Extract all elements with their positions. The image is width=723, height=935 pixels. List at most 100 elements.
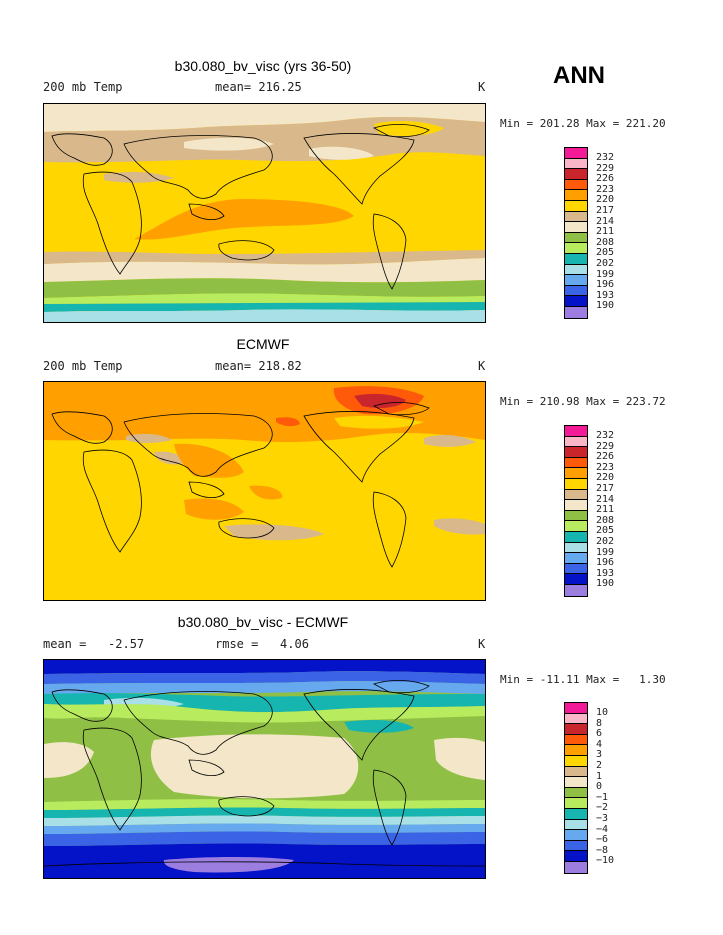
panel3-colorbar-swatch: [565, 787, 587, 799]
panel1-tick: 229: [596, 162, 615, 174]
panel3-colorbar-swatch: [565, 840, 587, 852]
panel1-colorbar-ticks: 232 229 226 223 220 217 214 211 208 205 …: [596, 153, 636, 323]
panel3-tick: 3: [596, 749, 603, 761]
panel1-tick: 190: [596, 300, 615, 312]
panel1-tick: 226: [596, 173, 615, 185]
panel3-tick: −6: [596, 834, 609, 846]
p2-coastlines: [51, 402, 430, 568]
panel1-colorbar-swatch: [565, 158, 587, 170]
panel3-colorbar-swatch: [565, 766, 587, 778]
p3-coastlines: [44, 680, 485, 867]
panel1-colorbar-swatch: [565, 232, 587, 244]
panel2-colorbar-swatch: [565, 531, 587, 543]
panel3-tick: 1: [596, 770, 603, 782]
p1-south-green: [44, 278, 485, 298]
panel1-map: [43, 103, 486, 323]
panel1-colorbar-swatch: [565, 222, 587, 233]
panel1-colorbar-swatch: [565, 275, 587, 286]
panel1-colorbar-swatch: [565, 148, 587, 159]
panel1-colorbar-swatch: [565, 264, 587, 276]
p1-south-teal: [44, 302, 485, 312]
panel1-tick: 205: [596, 247, 615, 259]
panel2-tick: 202: [596, 536, 615, 547]
panel2-colorbar-swatch: [565, 563, 587, 575]
panel3-tick: −10: [596, 855, 615, 867]
panel1-tick: 193: [596, 289, 615, 301]
panel1-colorbar-swatch: [565, 306, 587, 318]
p3-south-lightblue: [44, 815, 485, 826]
p3-cream-west: [44, 742, 94, 778]
p1-north-cap: [44, 104, 485, 132]
panel2-colorbar-swatch: [565, 468, 587, 479]
p2-tropic-orange: [174, 443, 244, 478]
panel1-tick: 196: [596, 279, 615, 291]
panel2-colorbar-swatch: [565, 553, 587, 564]
panel2-tick: 208: [596, 514, 615, 526]
panel2-colorbar-swatch: [565, 447, 587, 458]
p2-tan-c: [424, 435, 476, 447]
panel3-colorbar: [564, 702, 588, 874]
panel2-colorbar-swatch: [565, 542, 587, 554]
panel3-colorbar-swatch: [565, 851, 587, 862]
panel3-map: [43, 659, 486, 879]
panel1-tick: 232: [596, 152, 615, 163]
p1-south-cream: [44, 258, 485, 283]
panel2-tick: 196: [596, 557, 615, 569]
p2-tan-b: [154, 451, 183, 465]
panel2-tick: 220: [596, 472, 615, 484]
panel1-title: b30.080_bv_visc (yrs 36-50): [174, 58, 352, 74]
panel1-colorbar-swatch: [565, 253, 587, 265]
panel1-unit-label: K: [478, 80, 486, 94]
panel1-colorbar-swatch: [565, 179, 587, 191]
panel3-tick: −8: [596, 844, 609, 856]
panel3-unit-label: K: [478, 637, 486, 651]
p3-south-teal: [44, 807, 485, 818]
panel3-colorbar-swatch: [565, 777, 587, 788]
p2-north-orange: [44, 382, 485, 443]
panel2-colorbar-swatch: [565, 489, 587, 501]
panel2-tick: 229: [596, 440, 615, 452]
panel2-colorbar-swatch: [565, 510, 587, 522]
panel2-tick: 193: [596, 567, 615, 579]
panel3-colorbar-swatch: [565, 703, 587, 714]
p3-south-midblue: [44, 823, 485, 834]
p3-teal-patch-2: [344, 720, 414, 733]
p3-north-blue: [44, 671, 485, 684]
p2-south-tan: [224, 524, 324, 541]
panel1-tick: 202: [596, 258, 615, 269]
p2-yellow-pacific: [334, 415, 424, 429]
panel3-tick: 10: [596, 707, 609, 718]
panel2-colorbar-swatch: [565, 500, 587, 511]
panel1-tick: 223: [596, 183, 615, 195]
panel1-colorbar-swatch: [565, 211, 587, 223]
panel1-colorbar-swatch: [565, 296, 587, 307]
panel1-variable-label: 200 mb Temp: [43, 80, 123, 94]
panel2-tick: 199: [596, 546, 615, 558]
p3-antarctic-purple: [163, 857, 294, 873]
panel1-tick: 220: [596, 194, 615, 206]
panel2-map: [43, 381, 486, 601]
panel3-tick: −1: [596, 791, 609, 803]
panel2-unit-label: K: [478, 359, 486, 373]
p3-south-lightgreen: [44, 799, 485, 810]
panel2-tick: 211: [596, 504, 615, 516]
p1-north-cream-patch: [184, 137, 274, 151]
panel2-tick: 214: [596, 493, 615, 505]
panel2-tick: 217: [596, 483, 615, 494]
panel3-tick: 8: [596, 717, 603, 729]
season-label: ANN: [553, 62, 605, 89]
p1-south-lightblue: [44, 309, 485, 322]
panel3-colorbar-swatch: [565, 808, 587, 820]
p1-coastlines: [51, 124, 430, 290]
panel1-min-max: Min = 201.28 Max = 221.20: [500, 117, 666, 130]
panel2-colorbar-swatch: [565, 521, 587, 532]
panel2-tick: 232: [596, 430, 615, 441]
panel2-colorbar-ticks: 232 229 226 223 220 217 214 211 208 205 …: [596, 431, 636, 601]
p3-north-teal: [44, 693, 485, 713]
panel3-colorbar-swatch: [565, 819, 587, 831]
panel3-colorbar-swatch: [565, 861, 587, 873]
panel3-colorbar-swatch: [565, 734, 587, 746]
panel2-tick: 205: [596, 525, 615, 537]
panel3-mean-label: mean = -2.57: [43, 637, 145, 651]
panel3-tick: 2: [596, 760, 603, 771]
